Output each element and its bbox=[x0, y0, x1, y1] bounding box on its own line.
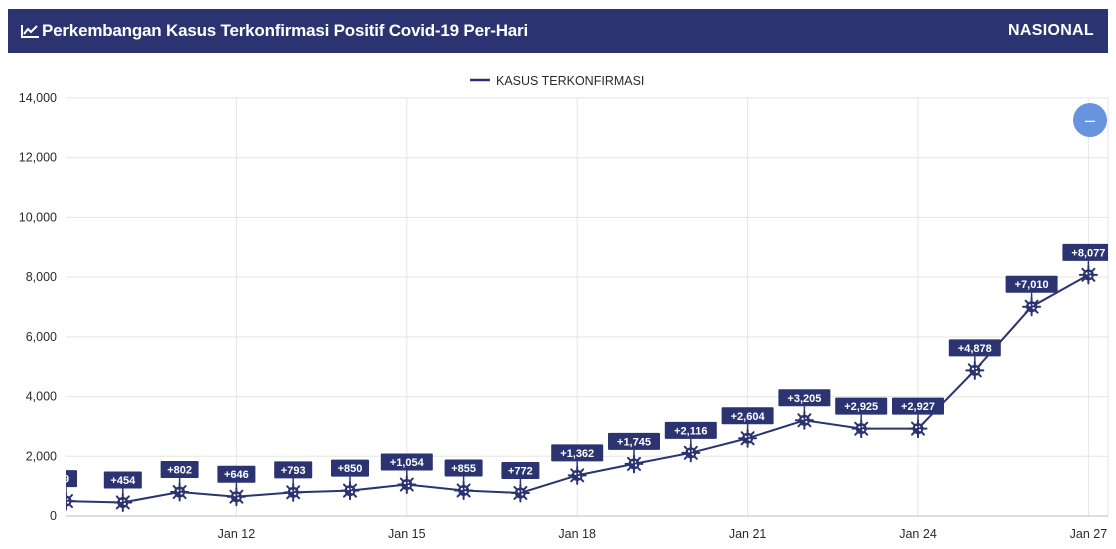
data-label: +1,362 bbox=[551, 444, 604, 467]
x-tick-label: Jan 21 bbox=[729, 527, 767, 541]
data-label-text: +1,054 bbox=[390, 457, 425, 469]
data-label: +850 bbox=[331, 459, 369, 482]
y-tick-label: 6,000 bbox=[26, 330, 57, 344]
data-point bbox=[681, 443, 701, 463]
data-label-text: +3,205 bbox=[787, 393, 821, 405]
y-tick-label: 0 bbox=[50, 509, 57, 523]
data-label-text: 9 bbox=[63, 474, 69, 486]
data-point bbox=[283, 482, 303, 502]
data-point bbox=[454, 480, 474, 500]
y-tick-label: 2,000 bbox=[26, 449, 57, 463]
data-label: +802 bbox=[160, 461, 199, 484]
x-tick-label: Jan 15 bbox=[388, 527, 426, 541]
data-label-text: +855 bbox=[451, 463, 476, 475]
line-chart-icon bbox=[21, 25, 39, 38]
data-label: +8,077 bbox=[1062, 243, 1108, 266]
x-tick-label: Jan 24 bbox=[899, 527, 937, 541]
data-point bbox=[170, 482, 190, 502]
data-label: +4,878 bbox=[948, 339, 1001, 362]
data-point bbox=[1078, 265, 1098, 285]
data-label-text: +4,878 bbox=[958, 343, 992, 355]
data-label-text: +772 bbox=[508, 465, 533, 477]
data-label: +772 bbox=[501, 461, 540, 484]
data-label: +855 bbox=[444, 459, 483, 482]
data-label-text: +2,925 bbox=[844, 401, 878, 413]
data-point bbox=[397, 475, 417, 495]
data-label-text: +454 bbox=[110, 475, 136, 487]
data-label: +7,010 bbox=[1005, 275, 1058, 298]
x-tick-label: Jan 12 bbox=[218, 527, 256, 541]
data-label: +2,925 bbox=[835, 397, 888, 420]
data-label: +2,604 bbox=[721, 407, 774, 430]
data-label-text: +1,745 bbox=[617, 436, 651, 448]
data-label-text: +793 bbox=[281, 465, 306, 477]
data-label: +793 bbox=[274, 461, 313, 484]
data-point bbox=[66, 491, 76, 511]
data-label: +646 bbox=[217, 465, 256, 488]
data-point bbox=[226, 487, 246, 507]
data-label-text: +2,116 bbox=[674, 425, 707, 437]
y-tick-label: 14,000 bbox=[19, 91, 57, 105]
data-label: +2,927 bbox=[892, 397, 944, 420]
legend-label: KASUS TERKONFIRMASI bbox=[496, 74, 644, 88]
x-tick-label: Jan 18 bbox=[558, 527, 596, 541]
data-point bbox=[567, 465, 587, 485]
data-point bbox=[965, 360, 985, 380]
data-point bbox=[624, 454, 644, 474]
data-label-text: +7,010 bbox=[1015, 279, 1049, 291]
legend: KASUS TERKONFIRMASI bbox=[470, 74, 644, 88]
data-label: +2,116 bbox=[664, 421, 717, 444]
region-label: NASIONAL bbox=[1008, 22, 1094, 39]
data-label: +454 bbox=[103, 471, 142, 494]
zoom-out-button[interactable]: – bbox=[1073, 103, 1107, 137]
data-point bbox=[510, 483, 530, 503]
header-title-group: Perkembangan Kasus Terkonfirmasi Positif… bbox=[20, 21, 528, 41]
data-point bbox=[738, 428, 758, 448]
data-point bbox=[113, 492, 133, 512]
y-tick-label: 8,000 bbox=[26, 270, 57, 284]
data-label: +3,205 bbox=[778, 389, 831, 412]
data-label-text: +2,604 bbox=[731, 411, 766, 423]
y-tick-label: 4,000 bbox=[26, 390, 57, 404]
data-label: +1,745 bbox=[608, 432, 660, 455]
data-label-text: +8,077 bbox=[1071, 247, 1105, 259]
data-point bbox=[908, 419, 928, 439]
data-label: 9 bbox=[63, 470, 77, 493]
data-point bbox=[851, 419, 871, 439]
data-label-text: +2,927 bbox=[901, 401, 935, 413]
data-point bbox=[340, 481, 360, 501]
data-label-text: +802 bbox=[167, 465, 192, 477]
minus-icon: – bbox=[1084, 109, 1095, 130]
data-label-text: +646 bbox=[224, 469, 249, 481]
x-tick-label: Jan 27 bbox=[1070, 527, 1108, 541]
series-group: 9 +454 +802 +646 +793 +850 +1,054 +855 +772 +1,36… bbox=[63, 243, 1108, 512]
data-label-text: +1,362 bbox=[560, 448, 594, 460]
data-label: +1,054 bbox=[380, 453, 433, 476]
y-tick-label: 10,000 bbox=[19, 210, 57, 224]
y-tick-label: 12,000 bbox=[19, 151, 57, 165]
page-title: Perkembangan Kasus Terkonfirmasi Positif… bbox=[42, 21, 528, 40]
data-point bbox=[1022, 297, 1042, 317]
data-point bbox=[794, 410, 814, 430]
chart-header: Perkembangan Kasus Terkonfirmasi Positif… bbox=[8, 9, 1108, 53]
data-label-text: +850 bbox=[338, 463, 363, 475]
